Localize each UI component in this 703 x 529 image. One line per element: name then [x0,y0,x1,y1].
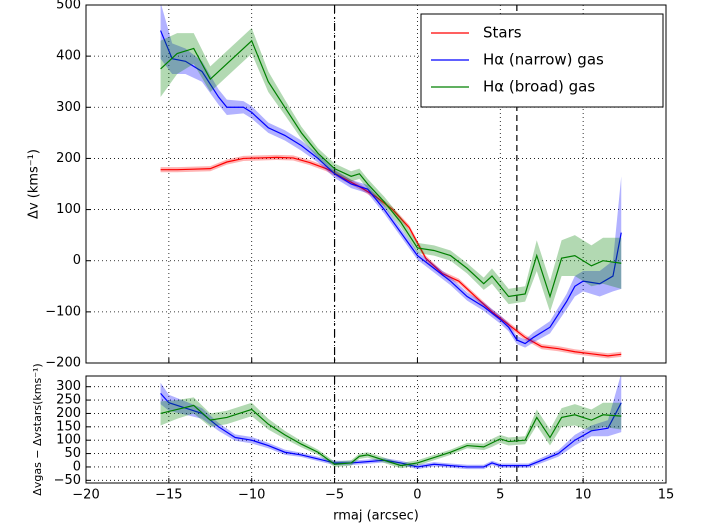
x-tick-label: 0 [413,488,421,503]
x-tick-label: −5 [325,488,344,503]
axes-frame [85,4,667,364]
x-tick-label: −10 [238,488,265,503]
y-tick-label: 400 [56,49,81,64]
y-tick-label: 150 [56,419,81,434]
series-line [160,404,622,467]
y-tick-label: 300 [56,100,81,115]
legend-label: Hα (narrow) gas [483,51,604,69]
series-line [160,30,622,345]
y-tick-label: −200 [45,356,81,371]
plot-area [160,5,622,359]
plot-area [160,376,622,470]
x-tick-label: 10 [575,488,592,503]
y-tick-label: 300 [56,379,81,394]
y-tick-label: 500 [56,0,81,13]
series-line [160,39,622,299]
y-tick-label: 100 [56,433,81,448]
axes-frame [85,375,667,484]
y-tick-label: 100 [56,202,81,217]
y-axis-label: Δv (kms⁻¹) [27,149,42,219]
y-tick-label: 200 [56,406,81,421]
y-tick-label: −100 [45,304,81,319]
legend-label: Stars [483,24,522,42]
legend-label: Hα (broad) gas [483,78,595,96]
x-tick-label: 5 [496,488,504,503]
y-tick-label: −50 [54,473,81,488]
x-axis-label: rmaj (arcsec) [333,509,419,524]
series-line [160,392,622,468]
x-tick-label: −15 [155,488,182,503]
y-tick-label: 0 [73,459,81,474]
series-line [160,156,622,357]
y-tick-label: 50 [64,446,81,461]
error-band [160,28,622,312]
y-tick-label: 250 [56,393,81,408]
y-tick-label: 200 [56,151,81,166]
x-tick-label: 15 [658,488,675,503]
y-tick-label: 0 [73,253,81,268]
x-tick-label: −20 [72,488,99,503]
y-axis-label: Δvgas − Δvstars(kms⁻¹) [31,363,44,495]
